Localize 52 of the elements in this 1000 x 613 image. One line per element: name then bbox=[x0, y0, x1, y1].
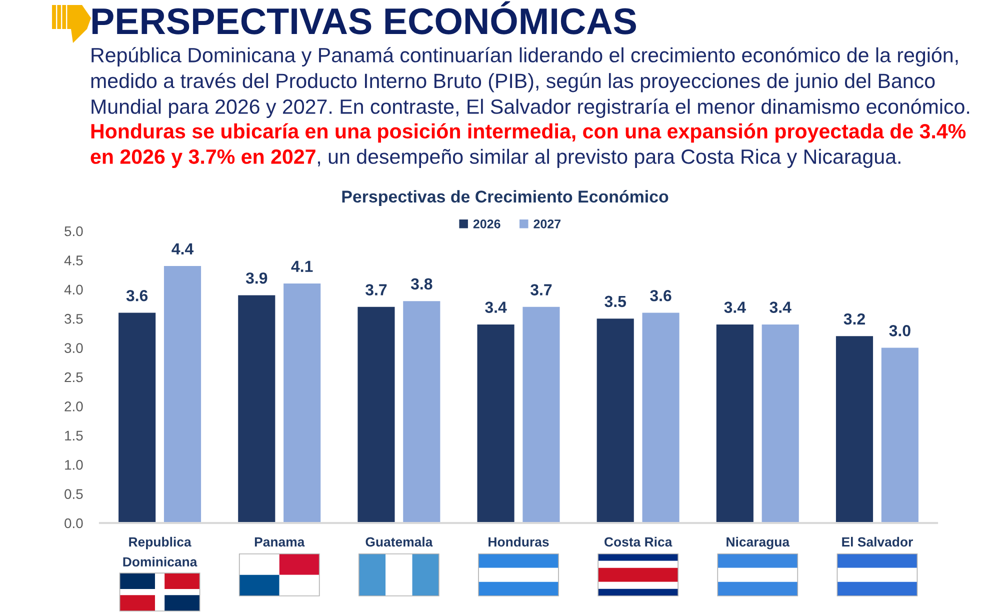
data-label: 3.6 bbox=[126, 290, 148, 302]
x-tick-label: Guatemala bbox=[366, 536, 433, 547]
data-label: 3.4 bbox=[724, 302, 746, 313]
legend-label: 2027 bbox=[534, 220, 561, 228]
x-tick-label: Panama bbox=[254, 537, 305, 547]
bar bbox=[477, 324, 514, 523]
bar bbox=[596, 318, 634, 523]
y-tick-label: 4.5 bbox=[64, 256, 83, 266]
bar bbox=[403, 301, 440, 523]
y-tick-label: 3.5 bbox=[64, 314, 83, 324]
bar bbox=[522, 306, 560, 523]
x-tick-label: Republica Dominicana bbox=[123, 536, 198, 567]
chart-subtitle: Perspectivas de Crecimiento Económico bbox=[342, 190, 668, 206]
x-tick-label: El Salvador bbox=[842, 536, 913, 547]
text: , un desempeño similar al previsto para Costa Rica y Nicaragua. bbox=[318, 148, 900, 168]
chart-title: PERSPECTIVAS ECONÓMICAS bbox=[92, 1, 636, 34]
data-label: 4.1 bbox=[291, 260, 313, 272]
bar bbox=[836, 336, 874, 523]
bar bbox=[358, 306, 395, 523]
y-tick-label: 0.0 bbox=[64, 518, 83, 528]
y-tick-label: 4.0 bbox=[64, 284, 83, 295]
data-label: 3.9 bbox=[246, 272, 268, 284]
bar bbox=[284, 284, 321, 523]
bar bbox=[164, 266, 202, 523]
bar bbox=[238, 295, 276, 523]
bar bbox=[118, 312, 156, 523]
y-tick-label: 1.0 bbox=[65, 460, 83, 470]
data-label: 3.0 bbox=[889, 325, 910, 336]
data-label: 3.5 bbox=[604, 296, 626, 308]
y-tick-label: 3.0 bbox=[64, 343, 83, 353]
data-label: 3.6 bbox=[650, 290, 672, 302]
y-tick-label: 2.5 bbox=[64, 372, 83, 382]
x-tick-label: Nicaragua bbox=[726, 536, 790, 550]
x-tick-label: Costa Rica bbox=[604, 536, 672, 547]
legend-label: 2026 bbox=[473, 220, 500, 228]
data-label: 4.4 bbox=[172, 243, 194, 254]
y-tick-label: 2.0 bbox=[64, 402, 83, 412]
y-tick-label: 1.5 bbox=[65, 430, 83, 441]
data-label: 3.7 bbox=[365, 284, 387, 296]
data-label: 3.4 bbox=[485, 302, 507, 313]
y-tick-label: 0.5 bbox=[64, 489, 83, 499]
x-tick-label: Honduras bbox=[488, 536, 549, 547]
y-tick-label: 5.0 bbox=[64, 226, 83, 236]
data-label: 3.2 bbox=[844, 313, 865, 325]
data-label: 3.4 bbox=[770, 302, 792, 313]
bar bbox=[762, 324, 799, 523]
bar bbox=[642, 312, 680, 523]
data-label: 3.7 bbox=[530, 284, 552, 296]
data-label: 3.8 bbox=[410, 278, 432, 290]
bar bbox=[716, 324, 754, 523]
text: República Dominicana y Panamá continuarían liderando el crecimiento económico de la región, medido a través del Producto Interno Bruto (PIB), según las proyecciones de junio del Banco Mundial para 2026 y 2027. En contraste, El Salvador registraría el menor dinamismo económico. bbox=[91, 47, 970, 118]
bar bbox=[881, 348, 918, 523]
